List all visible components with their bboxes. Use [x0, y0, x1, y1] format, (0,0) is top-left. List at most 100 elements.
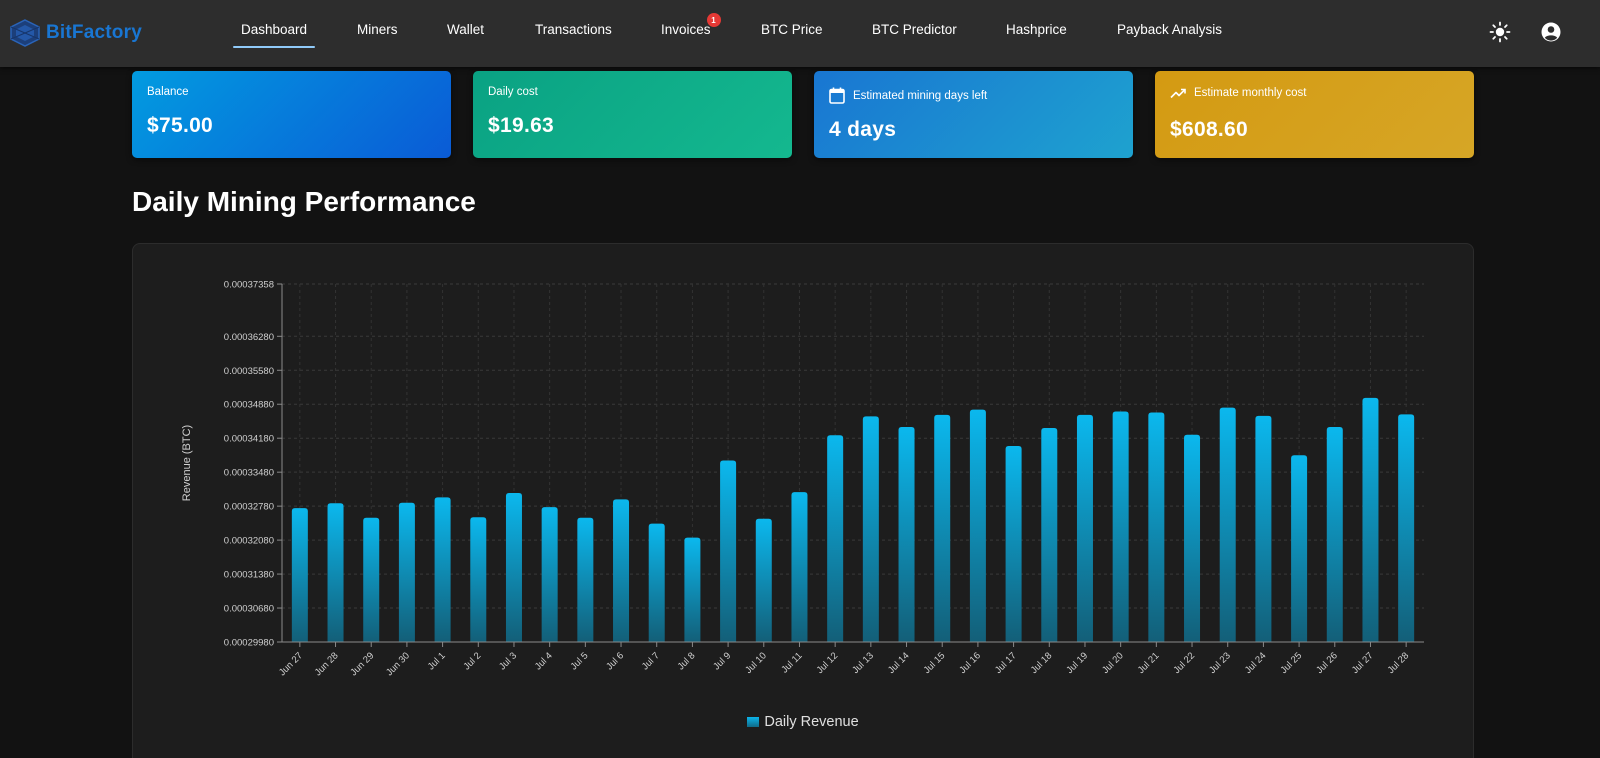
x-tick-label: Jul 18 — [1029, 650, 1055, 676]
bar[interactable] — [1326, 427, 1343, 642]
y-tick-label: 0.00030680 — [224, 604, 274, 615]
x-tick-label: Jul 10 — [743, 650, 769, 676]
y-tick-label: 0.00033480 — [224, 468, 274, 479]
nav-payback-analysis[interactable]: Payback Analysis — [1117, 22, 1223, 37]
sun-icon[interactable] — [1489, 21, 1511, 43]
bar[interactable] — [291, 508, 308, 642]
x-tick-label: Jul 23 — [1207, 650, 1233, 676]
y-tick-label: 0.00037358 — [224, 280, 274, 291]
bar[interactable] — [1005, 445, 1022, 642]
x-tick-label: Jul 20 — [1100, 650, 1126, 676]
bar[interactable] — [470, 517, 487, 642]
mining-days-left-card: Estimated mining days left 4 days — [814, 71, 1133, 158]
nav-dashboard[interactable]: Dashboard — [232, 22, 316, 48]
revenue-bar-chart: 0.00037358 0.00036280 0.00035580 0.00034880… — [181, 280, 1424, 678]
daily-cost-card-title-text: Daily cost — [488, 86, 538, 98]
x-tick-label: Jul 24 — [1243, 650, 1269, 676]
x-tick-label: Jun 28 — [313, 650, 341, 678]
x-tick-label: Jul 27 — [1350, 650, 1376, 676]
monthly-cost-card-value: $608.60 — [1170, 118, 1249, 141]
x-tick-label: Jul 13 — [850, 650, 876, 676]
x-tick-label: Jul 2 — [461, 650, 483, 672]
bar[interactable] — [827, 435, 844, 642]
legend-swatch — [747, 717, 760, 727]
y-tick-label: 0.00029980 — [224, 638, 274, 649]
monthly-cost-card-title: Estimate monthly cost — [1170, 87, 1306, 99]
bar[interactable] — [541, 507, 558, 642]
x-tick-label: Jun 30 — [384, 650, 412, 678]
app-logo-text: BitFactory — [46, 22, 142, 43]
bar[interactable] — [862, 416, 879, 642]
x-tick-label: Jul 15 — [922, 650, 948, 676]
x-tick-label: Jul 9 — [711, 650, 733, 672]
mining-days-left-card-value: 4 days — [829, 118, 897, 141]
bar[interactable] — [791, 492, 808, 642]
bar[interactable] — [969, 409, 986, 642]
x-tick-label: Jul 3 — [497, 650, 519, 672]
x-tick-label: Jul 17 — [993, 650, 1019, 676]
bitfactory-logo-icon — [8, 18, 42, 48]
bar[interactable] — [1076, 414, 1093, 642]
monthly-cost-card-title-text: Estimate monthly cost — [1194, 87, 1307, 99]
bar[interactable] — [434, 497, 451, 642]
account-circle-icon[interactable] — [1540, 21, 1562, 43]
bar[interactable] — [505, 493, 522, 642]
balance-card-title-text: Balance — [147, 86, 189, 98]
bar[interactable] — [1219, 407, 1236, 642]
nav-wallet[interactable]: Wallet — [447, 22, 485, 37]
nav-btc-predictor[interactable]: BTC Predictor — [872, 22, 957, 37]
y-tick-label: 0.00032780 — [224, 502, 274, 513]
x-tick-label: Jul 6 — [604, 650, 626, 672]
bar[interactable] — [648, 523, 665, 642]
bar[interactable] — [1112, 411, 1129, 642]
app-logo[interactable]: BitFactory — [8, 18, 142, 48]
x-tick-label: Jun 27 — [277, 650, 305, 678]
y-tick-label: 0.00034180 — [224, 434, 274, 445]
nav-hashprice[interactable]: Hashprice — [1006, 22, 1067, 37]
x-tick-label: Jul 14 — [886, 650, 912, 676]
x-tick-label: Jul 11 — [779, 650, 804, 675]
nav-miners[interactable]: Miners — [357, 22, 398, 37]
calendar-icon — [829, 87, 845, 104]
legend-label: Daily Revenue — [764, 714, 859, 730]
bar[interactable] — [577, 517, 594, 642]
daily-cost-card: Daily cost $19.63 — [473, 71, 792, 158]
y-axis-label: Revenue (BTC) — [181, 425, 193, 501]
bar[interactable] — [1148, 412, 1165, 642]
bar[interactable] — [898, 427, 915, 642]
bar[interactable] — [934, 414, 951, 642]
y-tick-label: 0.00036280 — [224, 332, 274, 343]
bar[interactable] — [1041, 428, 1058, 642]
nav-btc-price[interactable]: BTC Price — [761, 22, 823, 37]
nav-invoices[interactable]: Invoices 1 — [661, 13, 721, 37]
bar[interactable] — [1362, 397, 1379, 642]
mining-days-left-card-title-text: Estimated mining days left — [853, 89, 988, 102]
x-tick-label: Jul 25 — [1279, 650, 1305, 676]
x-tick-label: Jul 26 — [1314, 650, 1340, 676]
y-tick-label: 0.00034880 — [224, 400, 274, 411]
bar[interactable] — [1291, 455, 1308, 642]
bar[interactable] — [1255, 415, 1272, 642]
bar[interactable] — [720, 460, 737, 642]
bar[interactable] — [613, 499, 630, 642]
chart-legend[interactable]: Daily Revenue — [133, 714, 1473, 730]
bar[interactable] — [398, 502, 415, 642]
x-tick-label: Jul 16 — [957, 650, 983, 676]
y-tick-label: 0.00035580 — [224, 366, 274, 377]
bar[interactable] — [684, 537, 701, 642]
top-navbar: BitFactory Dashboard Miners Wallet Trans… — [0, 0, 1600, 67]
bar[interactable] — [755, 518, 772, 642]
y-tick-label: 0.00031380 — [224, 570, 274, 581]
x-tick-label: Jun 29 — [348, 650, 376, 678]
trending-up-icon — [1170, 87, 1186, 99]
daily-cost-card-value: $19.63 — [488, 114, 555, 137]
balance-card-title: Balance — [147, 86, 189, 98]
bar[interactable] — [363, 517, 380, 642]
x-tick-label: Jul 12 — [815, 650, 841, 676]
nav-transactions[interactable]: Transactions — [535, 22, 612, 37]
bar[interactable] — [327, 503, 344, 642]
bar[interactable] — [1398, 414, 1415, 642]
bar[interactable] — [1184, 434, 1201, 642]
x-tick-label: Jul 28 — [1386, 650, 1412, 676]
mining-days-left-card-title: Estimated mining days left — [829, 87, 987, 104]
